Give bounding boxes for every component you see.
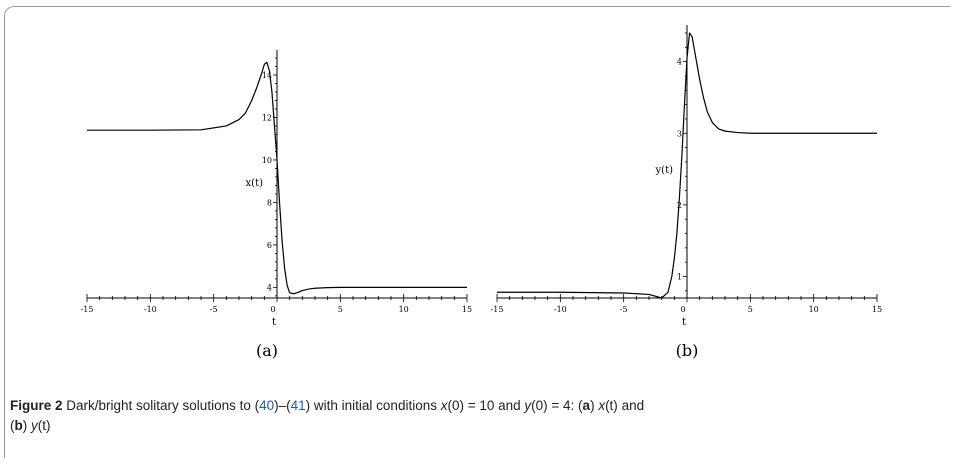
- caption-func-y-rest: (t): [37, 418, 51, 433]
- x-tick-label-b: -5: [620, 305, 628, 314]
- caption-text-2: )–(: [274, 398, 291, 413]
- x-tick-label-b: 0: [680, 305, 685, 314]
- x-tick-label-b: -15: [491, 305, 504, 314]
- y-tick-label-a: 14: [262, 71, 272, 80]
- caption-and: and: [617, 398, 645, 413]
- x-tick-label-b: 10: [809, 305, 819, 314]
- x-tick-label-a: 5: [338, 305, 343, 314]
- caption-panel-a: a: [582, 398, 591, 413]
- x-tick-label-a: -5: [210, 305, 218, 314]
- x-axis-label-a: t: [272, 317, 276, 328]
- caption-cond-y-rest: (0) = 4: (: [531, 398, 583, 413]
- y-tick-label-a: 10: [262, 156, 272, 165]
- series-line-b-0: [497, 32, 877, 299]
- caption-cond-x: x: [440, 398, 448, 413]
- caption-cond-y: y: [524, 398, 532, 413]
- caption-text-3: ) with initial conditions: [305, 398, 441, 413]
- x-tick-label-a: 0: [270, 305, 275, 314]
- caption-panel-a-rest: ): [590, 398, 599, 413]
- x-tick-label-a: 15: [462, 305, 472, 314]
- series-line-a-0: [87, 61, 467, 295]
- y-tick-label-b: 1: [677, 273, 682, 282]
- figure-caption: Figure 2 Dark/bright solitary solutions …: [10, 398, 645, 433]
- y-axis-label-b: y(t): [655, 165, 674, 176]
- panel-label-b: (b): [676, 341, 699, 360]
- y-tick-label-a: 4: [267, 283, 272, 292]
- x-tick-label-a: -10: [144, 305, 157, 314]
- y-tick-label-b: 3: [677, 129, 682, 138]
- y-tick-label-a: 8: [267, 198, 272, 207]
- y-tick-label-a: 6: [267, 241, 272, 250]
- y-axis-label-a: x(t): [246, 178, 264, 189]
- equation-ref-40[interactable]: 40: [259, 398, 275, 413]
- y-tick-label-a: 12: [262, 113, 272, 122]
- caption-panel-b: b: [14, 418, 23, 433]
- caption-func-y: y: [31, 418, 38, 433]
- equation-ref-41[interactable]: 41: [290, 398, 306, 413]
- x-tick-label-b: 5: [748, 305, 753, 314]
- x-tick-label-a: -15: [81, 305, 94, 314]
- y-tick-label-b: 4: [677, 58, 682, 67]
- panel-label-a: (a): [256, 341, 278, 360]
- caption-text-1: Dark/bright solitary solutions to (: [62, 398, 260, 413]
- figure-label: Figure 2: [10, 398, 63, 413]
- x-tick-label-b: -10: [554, 305, 567, 314]
- caption-func-x-rest: (t): [605, 398, 618, 413]
- x-tick-label-b: 15: [872, 305, 882, 314]
- caption-func-x: x: [598, 398, 606, 413]
- x-axis-label-b: t: [682, 317, 686, 328]
- figure-frame: [4, 6, 950, 458]
- x-tick-label-a: 10: [399, 305, 409, 314]
- caption-panel-b-rest: ): [22, 418, 31, 433]
- caption-cond-x-rest: (0) = 10 and: [447, 398, 525, 413]
